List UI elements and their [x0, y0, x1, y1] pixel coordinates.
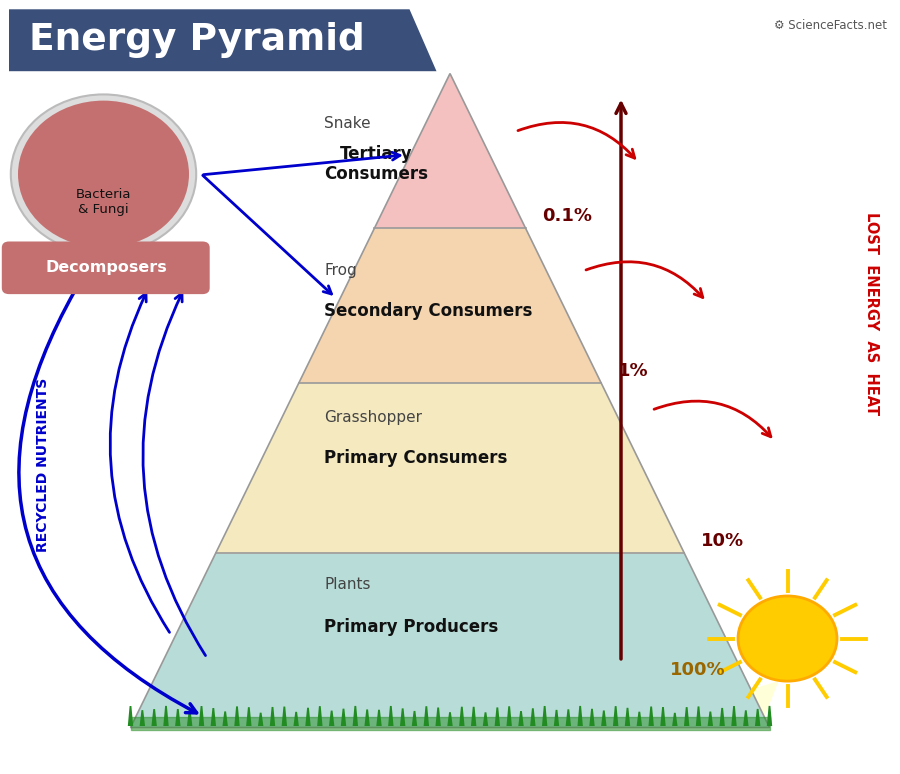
- Polygon shape: [684, 707, 689, 726]
- Polygon shape: [187, 711, 193, 726]
- Text: Plants: Plants: [324, 577, 371, 592]
- Text: Decomposers: Decomposers: [45, 260, 167, 276]
- Polygon shape: [211, 708, 216, 726]
- Polygon shape: [140, 710, 145, 726]
- Polygon shape: [258, 713, 264, 726]
- Polygon shape: [412, 711, 418, 726]
- Polygon shape: [317, 706, 322, 726]
- Polygon shape: [565, 709, 571, 726]
- Polygon shape: [9, 9, 436, 71]
- Polygon shape: [518, 711, 524, 726]
- Polygon shape: [151, 709, 157, 726]
- Circle shape: [18, 101, 189, 248]
- Polygon shape: [341, 709, 346, 726]
- Polygon shape: [507, 706, 512, 726]
- Polygon shape: [176, 709, 181, 726]
- Polygon shape: [163, 706, 168, 726]
- Polygon shape: [636, 711, 642, 726]
- Polygon shape: [578, 706, 583, 726]
- Polygon shape: [293, 712, 299, 726]
- Polygon shape: [755, 709, 760, 726]
- Polygon shape: [696, 707, 701, 726]
- Text: Bacteria
& Fungi: Bacteria & Fungi: [76, 188, 131, 216]
- Text: ⚙ ScienceFacts.net: ⚙ ScienceFacts.net: [773, 19, 886, 33]
- Polygon shape: [436, 707, 441, 726]
- Text: Primary Producers: Primary Producers: [324, 618, 499, 636]
- Polygon shape: [743, 711, 749, 726]
- Polygon shape: [305, 707, 310, 726]
- Polygon shape: [613, 706, 618, 726]
- Polygon shape: [482, 712, 488, 726]
- Polygon shape: [353, 706, 358, 726]
- Polygon shape: [530, 708, 536, 726]
- Text: Tertiary
Consumers: Tertiary Consumers: [324, 145, 428, 183]
- Text: Energy Pyramid: Energy Pyramid: [29, 22, 364, 58]
- Polygon shape: [707, 711, 713, 726]
- Text: Secondary Consumers: Secondary Consumers: [324, 302, 533, 320]
- Polygon shape: [282, 707, 287, 726]
- Polygon shape: [388, 706, 393, 726]
- Text: 100%: 100%: [670, 660, 725, 679]
- Polygon shape: [625, 707, 630, 726]
- Text: Frog: Frog: [324, 263, 356, 279]
- Text: Snake: Snake: [324, 116, 371, 132]
- Polygon shape: [767, 706, 772, 726]
- Polygon shape: [661, 707, 666, 726]
- Polygon shape: [216, 383, 684, 553]
- Polygon shape: [424, 706, 429, 726]
- Text: 1%: 1%: [617, 362, 648, 380]
- Polygon shape: [621, 681, 778, 728]
- Polygon shape: [495, 707, 500, 726]
- Polygon shape: [447, 712, 453, 726]
- Circle shape: [738, 596, 837, 681]
- Circle shape: [11, 94, 196, 254]
- Polygon shape: [329, 711, 335, 726]
- Text: Primary Consumers: Primary Consumers: [324, 449, 508, 467]
- Polygon shape: [719, 708, 724, 726]
- Text: RECYCLED NUTRIENTS: RECYCLED NUTRIENTS: [36, 377, 50, 552]
- Text: LOST  ENERGY  AS  HEAT: LOST ENERGY AS HEAT: [864, 212, 878, 415]
- Polygon shape: [246, 707, 251, 726]
- Polygon shape: [199, 706, 204, 726]
- FancyBboxPatch shape: [2, 241, 210, 294]
- Polygon shape: [376, 710, 382, 726]
- Polygon shape: [364, 710, 370, 726]
- Polygon shape: [732, 706, 737, 726]
- Polygon shape: [471, 707, 476, 726]
- Text: 10%: 10%: [700, 533, 743, 550]
- Polygon shape: [601, 711, 607, 726]
- Polygon shape: [590, 709, 595, 726]
- Polygon shape: [554, 710, 559, 726]
- Text: 0.1%: 0.1%: [542, 207, 592, 225]
- Polygon shape: [672, 713, 678, 726]
- Polygon shape: [222, 711, 228, 726]
- Polygon shape: [130, 553, 770, 728]
- Polygon shape: [299, 228, 601, 383]
- Polygon shape: [374, 74, 526, 228]
- Polygon shape: [649, 707, 654, 726]
- Polygon shape: [234, 707, 239, 726]
- Text: Grasshopper: Grasshopper: [324, 410, 422, 426]
- Polygon shape: [270, 707, 275, 726]
- Polygon shape: [459, 707, 464, 726]
- Polygon shape: [400, 708, 405, 726]
- Polygon shape: [128, 706, 133, 726]
- Polygon shape: [542, 706, 547, 726]
